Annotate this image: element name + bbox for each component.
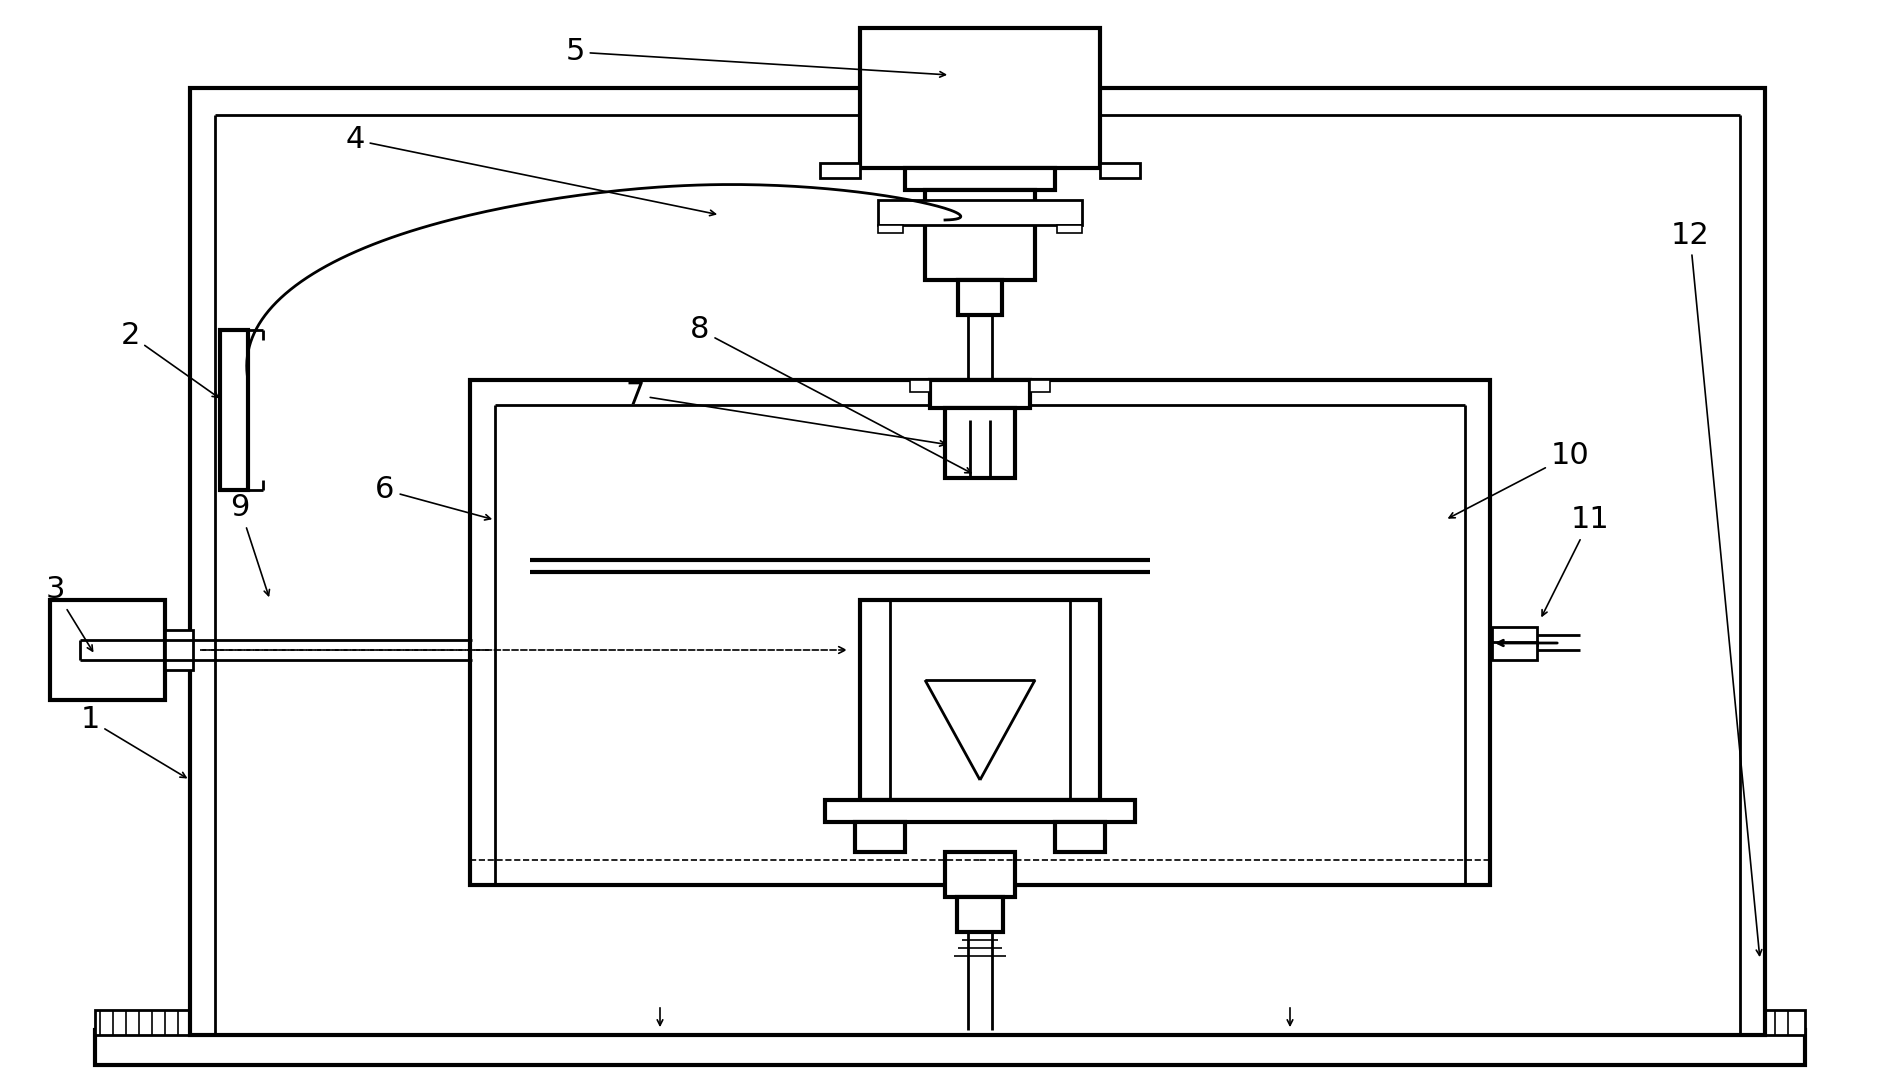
- Bar: [1100, 163, 1140, 178]
- Bar: [944, 852, 1015, 897]
- Bar: [190, 88, 1765, 1035]
- Text: 4: 4: [346, 126, 716, 215]
- Bar: [944, 408, 1015, 478]
- Bar: [469, 380, 1490, 885]
- Bar: [855, 822, 904, 852]
- Bar: [49, 600, 165, 700]
- Bar: [1056, 225, 1081, 233]
- Bar: [958, 280, 1001, 314]
- Text: 7: 7: [625, 380, 946, 446]
- Bar: [1054, 822, 1106, 852]
- Bar: [1492, 627, 1537, 645]
- Text: 3: 3: [46, 575, 93, 651]
- Bar: [1030, 380, 1051, 392]
- Bar: [165, 630, 194, 670]
- Bar: [821, 163, 861, 178]
- Bar: [825, 800, 1134, 822]
- Text: 2: 2: [120, 321, 218, 397]
- Bar: [1492, 642, 1537, 660]
- Text: 1: 1: [80, 705, 186, 778]
- Bar: [220, 330, 249, 490]
- Bar: [904, 168, 1054, 190]
- Bar: [1704, 1010, 1805, 1035]
- Text: 10: 10: [1450, 440, 1590, 518]
- Text: 9: 9: [230, 493, 270, 596]
- Text: 6: 6: [376, 476, 490, 520]
- Text: 12: 12: [1670, 221, 1761, 955]
- Bar: [95, 1030, 1805, 1065]
- Bar: [861, 28, 1100, 168]
- Text: 5: 5: [566, 38, 946, 78]
- Bar: [925, 190, 1036, 280]
- Bar: [878, 225, 902, 233]
- Bar: [929, 380, 1030, 408]
- Bar: [958, 897, 1003, 932]
- Text: 11: 11: [1543, 505, 1609, 616]
- Text: 8: 8: [690, 316, 971, 473]
- Bar: [95, 1010, 196, 1035]
- Bar: [861, 600, 1100, 800]
- Bar: [878, 200, 1081, 225]
- Bar: [910, 380, 929, 392]
